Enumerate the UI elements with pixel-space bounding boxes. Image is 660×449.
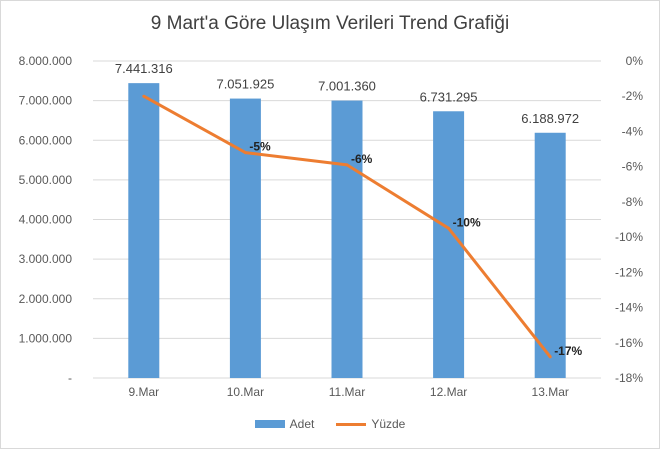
line-point (142, 94, 146, 98)
right-axis-ticks: 0% -2% -4% -6% -8% -10% -12% -14% -16% -18% (615, 54, 643, 385)
y-right-tick-label: -4% (622, 124, 644, 138)
line-point (447, 226, 451, 230)
y-right-tick-label: -2% (622, 89, 644, 103)
y-left-tick-label: - (68, 371, 72, 385)
legend-swatch-bar (254, 420, 285, 428)
y-left-tick-label: 5.000.000 (19, 173, 73, 187)
y-right-tick-label: -14% (615, 301, 643, 315)
x-tick-label: 9.Mar (128, 385, 159, 399)
bar-value-label: 7.441.316 (115, 61, 173, 76)
line-point (548, 355, 552, 359)
y-right-tick-label: -10% (615, 230, 643, 244)
bar (433, 111, 465, 379)
y-right-tick-label: 0% (626, 54, 644, 68)
bar (331, 100, 363, 379)
legend-label-line: Yüzde (371, 417, 406, 431)
legend: Adet Yüzde (1, 417, 659, 431)
legend-item-line: Yüzde (336, 417, 405, 431)
percent-line (142, 94, 552, 359)
legend-item-bar: Adet (254, 417, 315, 431)
x-tick-label: 13.Mar (532, 385, 569, 399)
y-left-tick-label: 6.000.000 (19, 133, 73, 147)
bar (128, 83, 160, 379)
x-tick-label: 12.Mar (430, 385, 467, 399)
legend-swatch-line (336, 422, 367, 426)
line-point (345, 163, 349, 167)
y-right-tick-label: -18% (615, 371, 643, 385)
bar-value-label: 6.731.295 (420, 89, 478, 104)
y-right-tick-label: -12% (615, 265, 643, 279)
line-value-label: -5% (249, 140, 271, 154)
bar-value-label: 6.188.972 (521, 111, 579, 126)
line-value-label: -10% (453, 215, 481, 229)
x-tick-label: 10.Mar (227, 385, 264, 399)
y-left-tick-label: 3.000.000 (19, 252, 73, 266)
y-right-tick-label: -16% (615, 336, 643, 350)
data-labels: 7.441.316 7.051.925 7.001.360 6.731.295 6.18… (115, 61, 583, 358)
y-left-tick-label: 8.000.000 (19, 54, 73, 68)
y-left-tick-label: 1.000.000 (19, 331, 73, 345)
bar-value-label: 7.001.360 (318, 79, 376, 94)
y-right-tick-label: -8% (622, 195, 644, 209)
y-left-tick-label: 7.000.000 (19, 94, 73, 108)
x-axis-ticks: 9.Mar 10.Mar 11.Mar 12.Mar 13.Mar (128, 385, 568, 399)
y-left-tick-label: 4.000.000 (19, 213, 73, 227)
chart-title: 9 Mart'a Göre Ulaşım Verileri Trend Graf… (150, 13, 510, 34)
line-point (243, 151, 247, 155)
y-left-tick-label: 2.000.000 (19, 292, 73, 306)
legend-label-bar: Adet (289, 417, 315, 431)
line-value-label: -6% (351, 152, 373, 166)
line-value-label: -17% (554, 344, 582, 358)
bar-value-label: 7.051.925 (216, 77, 274, 92)
left-axis-ticks: - 1.000.000 2.000.000 3.000.000 4.000.000 5.0… (19, 54, 73, 385)
bars (128, 83, 566, 379)
bar (534, 132, 566, 378)
y-right-tick-label: -6% (622, 160, 644, 174)
x-tick-label: 11.Mar (329, 385, 365, 399)
